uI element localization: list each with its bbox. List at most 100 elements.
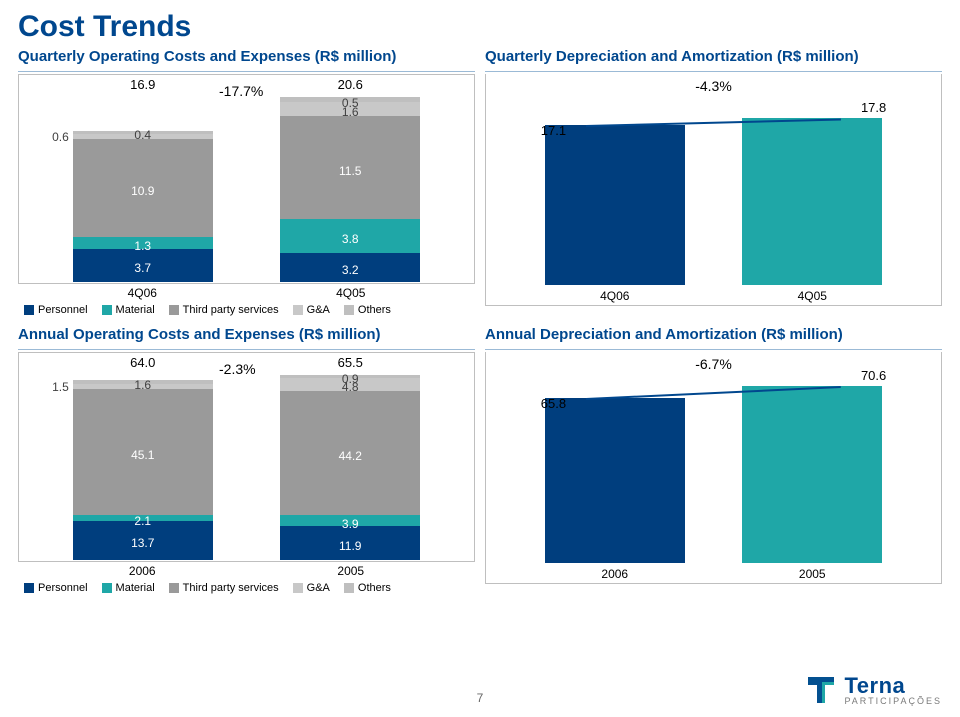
logo-name: Terna [844,675,942,697]
segment-label: 0.9 [342,373,359,385]
bar-segment: 0.5 [280,97,420,101]
legend-label: Personnel [38,304,88,316]
panel-title: Quarterly Operating Costs and Expenses (… [18,48,475,72]
bar-chart: 17.1 17.8 -4.3% 4Q06 4Q05 [485,74,942,306]
x-tick-label: 4Q06 [600,289,629,303]
x-tick-label: 4Q05 [336,286,365,300]
bar-chart: 65.8 70.6 -6.7% 2006 2005 [485,352,942,584]
bar-segment: 10.9 [73,139,213,237]
segment-label: 1.3 [134,240,151,252]
x-tick-label: 2006 [601,567,628,581]
x-axis: 2006 2005 [18,562,475,578]
bar-segment: 3.7 [73,249,213,282]
segment-label: 3.7 [134,262,151,274]
legend-item: Personnel [24,582,88,594]
legend-swatch [169,305,179,315]
legend-label: Third party services [183,304,279,316]
stacked-chart: 64.013.72.145.11.51.665.511.93.944.24.80… [18,352,475,562]
bar-segment: 3.8 [280,219,420,253]
legend: Personnel Material Third party services G&A… [18,300,475,316]
segment-label: 1.6 [134,379,151,391]
bar-segment: 45.1 [73,389,213,516]
legend-item: Third party services [169,582,279,594]
bar-segment: 0.9 [280,375,420,378]
legend-item: Material [102,304,155,316]
bar: 65.8 [545,398,685,562]
panel-title: Quarterly Depreciation and Amortization … [485,48,942,72]
legend-label: Personnel [38,582,88,594]
bar-value-label: 17.8 [746,100,886,115]
bar: 70.6 [742,386,882,562]
segment-label: 0.5 [342,97,359,109]
legend-swatch [293,305,303,315]
x-tick-label: 4Q06 [128,286,157,300]
bar-segment: 44.2 [280,391,420,515]
change-label: -17.7% [219,83,263,99]
panel-quarterly-da: Quarterly Depreciation and Amortization … [485,48,942,316]
x-tick-label: 2006 [129,564,156,578]
bar-segment: 3.9 [280,515,420,526]
legend-item: Others [344,304,391,316]
segment-label: 10.9 [131,185,154,197]
legend-swatch [344,583,354,593]
stacked-chart: 16.93.71.310.90.60.420.63.23.811.51.60.5… [18,74,475,284]
x-tick-label: 4Q05 [798,289,827,303]
change-label: -6.7% [695,356,732,372]
bar-segment: 0.4 [73,131,213,135]
legend-swatch [293,583,303,593]
logo: Terna PARTICIPAÇÕES [804,673,942,707]
segment-label: 44.2 [339,450,362,462]
segment-label: 45.1 [131,449,154,461]
segment-label: 1.5 [52,381,73,393]
legend-swatch [24,583,34,593]
legend-label: G&A [307,304,330,316]
legend-item: Others [344,582,391,594]
segment-label: 3.9 [342,518,359,530]
segment-label: 3.2 [342,264,359,276]
x-tick-label: 2005 [337,564,364,578]
legend-label: Others [358,304,391,316]
segment-label: 13.7 [131,537,154,549]
logo-icon [804,673,838,707]
panel-annual-da: Annual Depreciation and Amortization (R$… [485,326,942,594]
change-label: -2.3% [219,361,256,377]
charts-grid: Quarterly Operating Costs and Expenses (… [0,48,960,594]
x-tick-label: 2005 [799,567,826,581]
legend-item: Personnel [24,304,88,316]
segment-label: 3.8 [342,233,359,245]
x-axis: 4Q06 4Q05 [18,284,475,300]
legend-label: Others [358,582,391,594]
legend: Personnel Material Third party services G&A… [18,578,475,594]
legend-item: Material [102,582,155,594]
logo-subtitle: PARTICIPAÇÕES [844,697,942,706]
bar-total-label: 64.0 [73,355,213,370]
panel-title: Annual Depreciation and Amortization (R$… [485,326,942,350]
legend-label: Material [116,582,155,594]
legend-swatch [102,305,112,315]
segment-label: 0.4 [134,129,151,141]
bar-total-label: 16.9 [73,77,213,92]
bar: 17.1 [545,125,685,285]
bar-segment: 1.6 [73,380,213,384]
bar-total-label: 65.5 [280,355,420,370]
legend-item: Third party services [169,304,279,316]
legend-swatch [169,583,179,593]
legend-label: G&A [307,582,330,594]
change-label: -4.3% [695,78,732,94]
segment-label: 11.9 [339,540,361,552]
legend-swatch [344,305,354,315]
panel-annual-costs: Annual Operating Costs and Expenses (R$ … [18,326,475,594]
page-title: Cost Trends [0,0,960,48]
bar-segment: 2.1 [73,515,213,521]
segment-label: 0.6 [52,131,73,143]
bar-segment: 1.3 [73,237,213,249]
legend-swatch [24,305,34,315]
page-number: 7 [477,691,484,705]
bar-value-label: 70.6 [746,368,886,383]
bar-segment: 3.2 [280,253,420,282]
segment-label: 11.5 [339,165,361,177]
bar-segment: 11.9 [280,526,420,559]
bar: 17.8 [742,118,882,284]
bar-total-label: 20.6 [280,77,420,92]
legend-item: G&A [293,304,330,316]
